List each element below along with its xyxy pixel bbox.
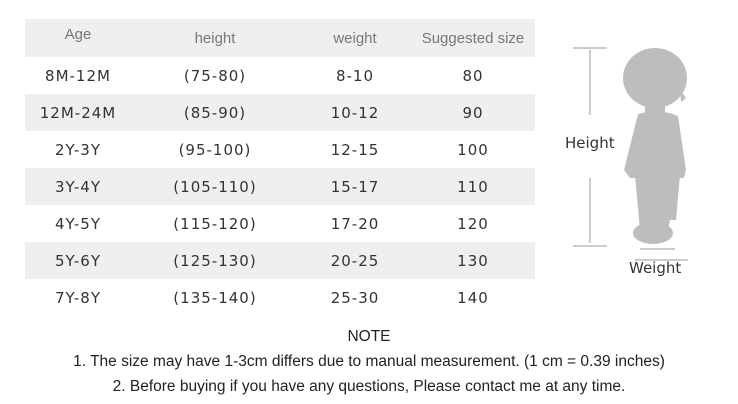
- height-cell: (85-90): [183, 103, 247, 122]
- age-cell: 3Y-4Y: [54, 177, 102, 196]
- weight-cell: 20-25: [330, 251, 380, 270]
- table-row: 2Y-3Y (95-100) 12-15 100: [25, 131, 535, 168]
- header-height: height: [194, 29, 236, 47]
- size-cell: 100: [457, 140, 489, 159]
- size-cell: 140: [457, 288, 489, 307]
- note-line-2: 2. Before buying if you have any questio…: [112, 378, 626, 395]
- age-cell: 12M-24M: [39, 103, 117, 122]
- size-cell: 80: [462, 66, 484, 85]
- table-row: 7Y-8Y (135-140) 25-30 140: [25, 279, 535, 316]
- age-cell: 2Y-3Y: [54, 140, 102, 159]
- height-cell: (125-130): [173, 251, 257, 270]
- table-row: 12M-24M (85-90) 10-12 90: [25, 94, 535, 131]
- size-cell: 110: [457, 177, 489, 196]
- header-size: Suggested size: [421, 29, 525, 47]
- height-cell: (75-80): [183, 66, 247, 85]
- header-weight: weight: [333, 29, 377, 47]
- height-cell: (115-120): [173, 214, 257, 233]
- size-chart-table: Age height weight Suggested size 8M-12M (…: [25, 19, 535, 316]
- size-cell: 90: [462, 103, 484, 122]
- weight-cell: 10-12: [330, 103, 380, 122]
- weight-cell: 8-10: [335, 66, 375, 85]
- height-cell: (105-110): [173, 177, 257, 196]
- table-row: 8M-12M (75-80) 8-10 80: [25, 57, 535, 94]
- height-cell: (95-100): [178, 140, 252, 159]
- height-label: Height: [565, 134, 615, 152]
- table-row: 4Y-5Y (115-120) 17-20 120: [25, 205, 535, 242]
- weight-cell: 12-15: [330, 140, 380, 159]
- table-header: Age height weight Suggested size: [25, 19, 535, 57]
- age-cell: 7Y-8Y: [54, 288, 102, 307]
- age-cell: 4Y-5Y: [54, 214, 102, 233]
- note-line-1: 1. The size may have 1-3cm differs due t…: [73, 353, 665, 370]
- weight-cell: 15-17: [330, 177, 380, 196]
- child-figure: Height Weight: [540, 30, 738, 294]
- age-cell: 8M-12M: [45, 66, 111, 85]
- table-row: 3Y-4Y (105-110) 15-17 110: [25, 168, 535, 205]
- height-cell: (135-140): [173, 288, 257, 307]
- weight-cell: 17-20: [330, 214, 380, 233]
- header-age: Age: [64, 25, 92, 43]
- weight-cell: 25-30: [330, 288, 380, 307]
- child-silhouette-icon: [573, 47, 688, 261]
- note-title: NOTE: [347, 328, 391, 345]
- size-cell: 130: [457, 251, 489, 270]
- size-cell: 120: [457, 214, 489, 233]
- table-row: 5Y-6Y (125-130) 20-25 130: [25, 242, 535, 279]
- age-cell: 5Y-6Y: [54, 251, 102, 270]
- weight-label: Weight: [629, 259, 682, 277]
